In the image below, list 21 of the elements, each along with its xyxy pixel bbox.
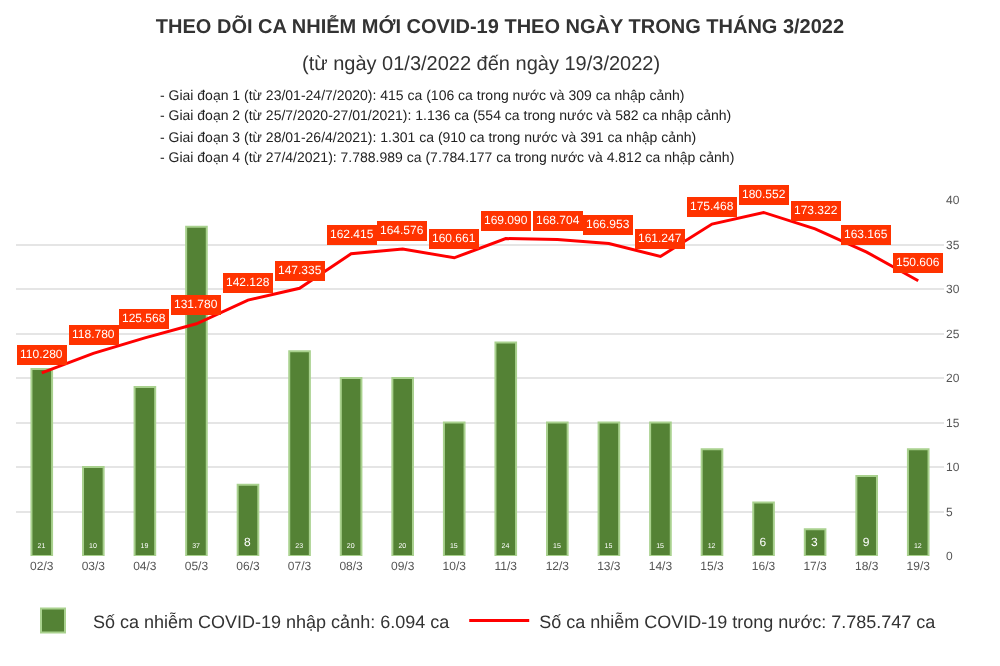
chart-title: THEO DÕI CA NHIỄM MỚI COVID-19 THEO NGÀY TRONG THÁNG 3/2022 — [155, 15, 845, 39]
chart-subtitle: (từ ngày 01/3/2022 đến ngày 19/3/2022) — [302, 54, 661, 76]
bar — [649, 421, 672, 556]
bar — [339, 377, 363, 556]
bar — [82, 466, 105, 556]
bar — [855, 474, 878, 556]
bar — [236, 483, 260, 556]
bar — [906, 448, 930, 556]
legend-label: Số ca nhiễm COVID-19 nhập cảnh: 6.094 ca — [93, 611, 450, 632]
bar — [391, 377, 414, 556]
bar — [442, 421, 466, 556]
bar — [597, 421, 621, 556]
bar — [803, 528, 827, 556]
bar — [494, 341, 518, 556]
bar — [752, 501, 775, 556]
bar — [288, 350, 311, 556]
legend-label: Số ca nhiễm COVID-19 trong nước: 7.785.747 ca — [539, 611, 936, 632]
bar — [700, 448, 724, 556]
bar — [133, 385, 157, 556]
bar — [546, 421, 569, 556]
bar — [30, 368, 54, 556]
